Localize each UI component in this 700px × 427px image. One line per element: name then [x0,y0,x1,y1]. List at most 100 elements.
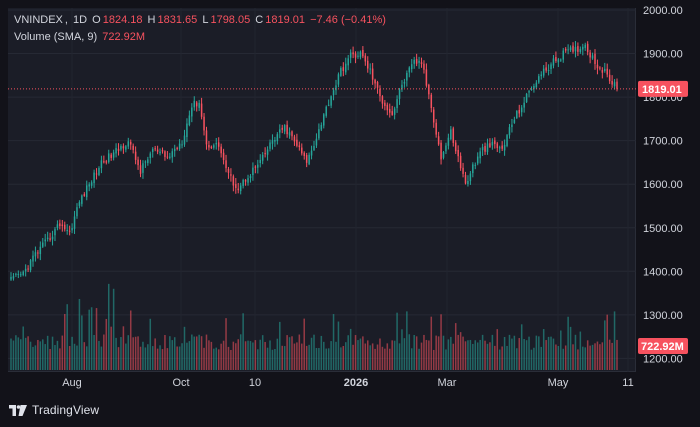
volume-bar [501,346,503,370]
candle-body [491,141,494,146]
price-tick-label: 1300.00 [643,310,683,322]
volume-bar [430,316,433,370]
symbol-label[interactable]: VNINDEX [14,14,63,26]
volume-bar [61,335,64,370]
candle-body [239,185,242,192]
volume-bar [186,342,188,370]
candle-body [369,68,371,70]
candle-body [144,161,147,163]
volume-bar [281,345,283,370]
volume-bar [12,340,15,370]
candle-body [474,164,477,166]
candle-body [186,123,188,138]
volume-bar [129,310,132,370]
candle-body [266,149,269,155]
volume-bar [81,315,83,370]
candle-body [374,79,376,84]
candle-body [582,46,584,50]
volume-bar [208,340,210,370]
plot-area[interactable] [8,8,636,372]
volume-bar [335,341,337,370]
volume-bar [239,334,242,370]
tradingview-logo[interactable]: TradingView [9,403,99,417]
candle-body [281,127,283,130]
volume-bar [98,340,100,370]
volume-bar [34,345,37,370]
time-tick-label: 2026 [344,377,368,389]
volume-bar [476,342,479,370]
candle-body [291,131,293,137]
candle-body [391,111,393,115]
volume-value: 722.92M [102,31,146,43]
candle-body [142,163,144,173]
volume-label[interactable]: Volume (SMA, 9) [14,31,98,43]
candle-body [198,102,200,108]
price-axis[interactable]: 2000.001900.001800.001700.001600.001500.… [643,5,683,365]
candle-body [577,46,579,52]
candle-body [271,140,274,144]
candle-body [22,271,24,276]
candle-body [149,153,152,158]
volume-bar [15,335,17,370]
volume-bar [494,345,496,370]
volume-bar [503,336,506,370]
candle-body [24,268,27,272]
volume-bar [379,338,381,370]
candle-body [599,67,601,69]
volume-bar [183,326,186,370]
candle-body [359,51,362,58]
volume-bar [423,334,425,370]
volume-bar [454,323,457,370]
candle-body [520,107,523,113]
volume-bar [401,329,403,370]
candle-body [68,230,71,232]
volume-bar [10,338,12,370]
candle-body [413,59,415,64]
volume-bar [459,332,462,370]
volume-bar [447,339,450,370]
volume-bar [442,335,445,370]
volume-bar [134,336,137,370]
candle-body [64,224,66,230]
volume-bar [205,334,208,370]
volume-bar [359,338,362,370]
time-axis[interactable]: Aug Oct 10 2026 Mar May 11 [62,377,634,389]
candle-body [66,229,68,231]
candle-body [516,111,518,119]
volume-bar [259,339,261,370]
candle-body [205,130,208,145]
volume-bar [156,348,159,370]
volume-bar [516,348,518,370]
interval-label[interactable]: 1D [73,14,88,26]
volume-bar [164,335,166,370]
volume-bar [381,346,384,370]
volume-bar [173,337,176,370]
volume-bar [217,349,220,370]
volume-bar [188,341,191,370]
volume-bar [457,334,459,370]
low-key: L [202,14,209,26]
volume-bar [393,340,396,370]
candle-body [313,145,315,151]
candle-body [259,160,261,164]
volume-bar [435,335,437,370]
candle-body [61,224,64,227]
volume-bar [518,338,521,370]
candle-body [227,168,230,173]
candle-body [425,69,428,86]
candle-body [518,109,521,114]
volume-bar [432,349,435,370]
volume-bar [586,340,589,370]
volume-bar [142,341,144,370]
volume-bar [345,342,347,370]
volume-bar [22,326,24,370]
volume-bar [506,345,508,370]
candle-body [274,139,276,142]
volume-bar [166,348,169,370]
candle-body [410,64,413,70]
volume-bar [171,340,174,370]
volume-bar [298,334,301,370]
candle-body [357,55,359,57]
candle-body [296,139,298,146]
